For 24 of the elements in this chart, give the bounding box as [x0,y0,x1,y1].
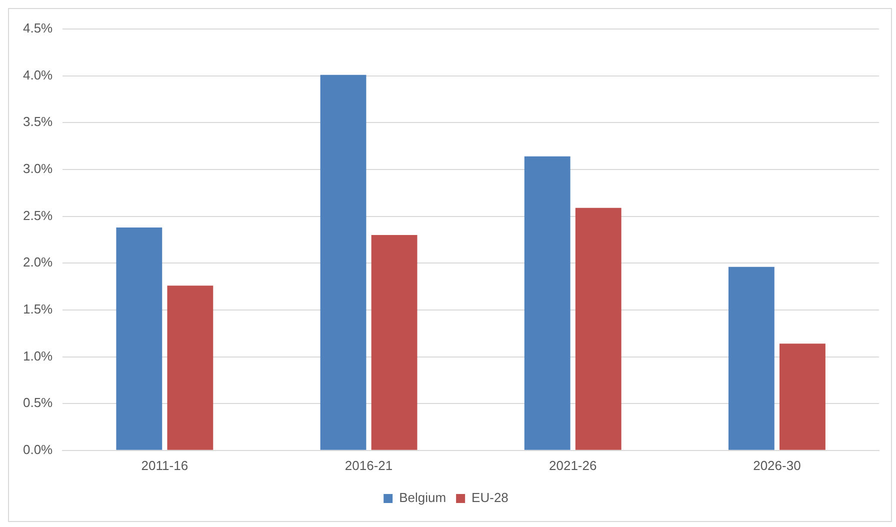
y-tick-label: 2.5% [22,208,54,223]
bar [371,235,418,450]
bar [780,344,826,450]
x-tick-label: 2026-30 [753,458,801,473]
x-tick-label: 2021-26 [549,458,597,473]
bar [728,266,774,450]
bar [320,74,366,450]
y-tick-label: 3.5% [22,114,54,130]
y-tick-label: 1.0% [22,348,54,364]
legend-label: Belgium [399,490,446,506]
y-tick-label: 0.0% [22,442,54,457]
y-tick-label: 3.0% [22,161,54,176]
bar [524,156,570,450]
bar [167,286,214,450]
y-tick-label: 0.5% [22,395,54,410]
bar [116,228,162,450]
y-tick-label: 4.0% [22,67,54,82]
bar [575,208,622,450]
legend-label: EU-28 [472,490,508,506]
x-tick-label: 2016-21 [344,458,393,473]
x-tick-label: 2011-16 [141,458,188,473]
y-tick-label: 2.0% [22,254,54,270]
y-tick-label: 1.5% [22,302,54,317]
y-tick-label: 4.5% [22,20,54,36]
